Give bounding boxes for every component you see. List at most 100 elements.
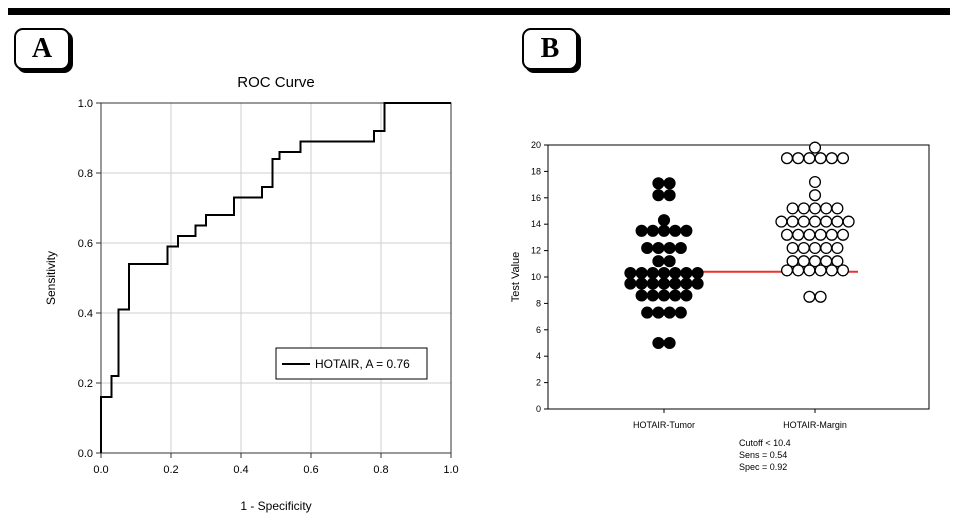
roc-ytick-label: 0.4 [78,308,93,320]
margin-data-point [814,290,827,303]
dotplot-ytick-label: 18 [531,166,541,176]
margin-data-point [792,152,805,165]
roc-xtick-label: 0.6 [303,464,318,476]
margin-data-point [786,241,799,255]
tumor-data-point [635,224,648,237]
margin-data-point [842,215,855,228]
roc-ticks: 0.0 0.2 0.4 0.6 0.8 1.0 0.0 0.2 0.4 0.6 0.8 1.0 [78,98,459,476]
margin-data-point [836,228,850,241]
margin-data-point [803,228,816,241]
roc-xlabel: 1 - Specificity [240,499,311,513]
margin-data-point [803,152,816,165]
dotplot-ytick-label: 0 [536,404,541,414]
dotplot-ytick-label: 8 [536,298,541,308]
margin-data-point [797,255,810,268]
roc-xtick-label: 0.8 [373,464,388,476]
tumor-data-point [657,277,671,290]
roc-legend: HOTAIR, A = 0.76 [275,347,428,380]
roc-chart: 0.0 0.2 0.4 0.6 0.8 1.0 0.0 0.2 0.4 0.6 0.8 1.0 ROC… [44,74,459,513]
tumor-data-point [652,189,665,202]
category-label-tumor: HOTAIR-Tumor [633,420,695,430]
margin-data-point [831,241,844,255]
tumor-data-point [680,277,693,290]
tumor-data-point [652,241,665,255]
tumor-data-point [691,266,704,280]
tumor-data-point [635,277,648,290]
margin-data-point [808,175,822,189]
panel-label-a: A [14,28,70,70]
dotplot-ylabel: Test Value [510,252,522,303]
dotplot-ytick-label: 20 [531,140,541,150]
roc-xtick-label: 0.2 [163,464,178,476]
margin-data-point [808,241,822,255]
tumor-data-point [680,266,693,280]
roc-curve-hotair [100,102,451,453]
tumor-data-point [657,289,671,302]
tumor-data-point [663,306,676,319]
roc-xtick-label: 0.4 [233,464,248,476]
roc-plot-frame [100,102,452,454]
margin-data-point [808,189,822,202]
dotplot-ytick-label: 2 [536,378,541,388]
spec-annotation: Spec = 0.92 [739,462,787,472]
tumor-data-point [652,255,665,268]
dotplot-ticks: 0 2 4 6 8 10 12 14 16 18 20 [531,140,816,414]
panel-label-b: B [522,28,578,70]
margin-data-point [831,202,844,215]
tumor-data-point [646,224,659,237]
cutoff-annotation: Cutoff < 10.4 [739,438,791,448]
tumor-data-point [691,277,704,290]
margin-data-point [803,290,816,303]
margin-data-point [814,264,827,277]
margin-data-point [814,228,827,241]
category-label-margin: HOTAIR-Margin [783,420,847,430]
margin-data-point [808,202,822,215]
tumor-data-point [680,289,693,302]
tumor-data-point [680,224,693,237]
margin-data-point [780,152,794,165]
roc-ytick-label: 0.2 [78,378,93,390]
margin-data-point [836,264,850,277]
dotplot-ytick-label: 6 [536,325,541,335]
tumor-data-point [663,177,676,190]
tumor-data-point [646,277,659,290]
roc-legend-label: HOTAIR, A = 0.76 [315,357,410,371]
margin-data-point [808,255,822,268]
tumor-data-point [646,266,659,280]
roc-ylabel: Sensitivity [44,251,58,305]
tumor-data-point [624,266,637,280]
sens-annotation: Sens = 0.54 [739,450,787,460]
margin-data-point [780,228,794,241]
dotplot-ytick-label: 16 [531,193,541,203]
tumor-data-point [641,241,654,255]
tumor-data-point [663,255,676,268]
roc-ytick-label: 0.0 [78,448,93,460]
margin-data-point [820,215,833,228]
margin-data-point [792,228,805,241]
tumor-data-point [663,336,676,350]
roc-xtick-label: 1.0 [443,464,458,476]
margin-data-point [786,202,799,215]
margin-data-point [803,264,816,277]
margin-data-point [831,215,844,228]
roc-grid [101,103,451,453]
margin-data-point [836,152,850,165]
margin-data-point [797,241,810,255]
roc-ytick-label: 0.8 [78,168,93,180]
margin-data-point [786,215,799,228]
roc-ytick-label: 1.0 [78,98,93,110]
roc-xtick-label: 0.0 [93,464,108,476]
tumor-data-point [674,306,687,319]
tumor-data-point [635,289,648,302]
tumor-data-point [646,289,659,302]
dotplot-ytick-label: 4 [536,351,541,361]
roc-ytick-label: 0.6 [78,238,93,250]
margin-data-point [820,241,833,255]
margin-data-point [808,141,822,154]
tumor-data-point [657,214,671,227]
tumor-data-point [663,241,676,255]
margin-data-point [797,215,810,228]
dotplot-ytick-label: 14 [531,219,541,229]
tumor-data-point [641,306,654,319]
tumor-data-point [652,177,665,190]
